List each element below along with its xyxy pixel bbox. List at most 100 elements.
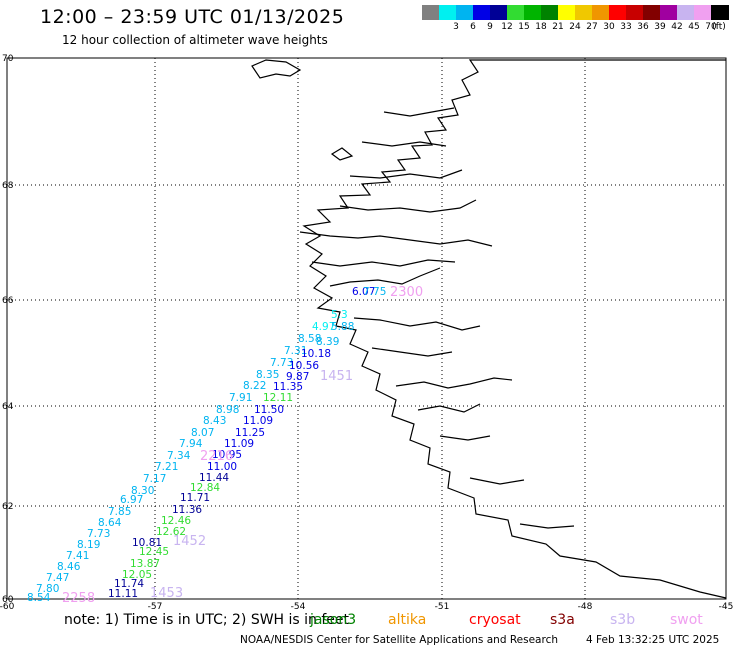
wave-height-label: 11.44 xyxy=(199,472,229,484)
wave-height-label: 8.35 xyxy=(256,369,279,381)
scale-label: 3 xyxy=(453,22,459,32)
wave-height-label: 11.00 xyxy=(207,461,237,473)
longitude-labels: -60 -57 -54 -51 -48 -45 xyxy=(0,602,733,612)
scale-label: 30 xyxy=(603,22,615,32)
wave-height-label: 12.46 xyxy=(161,515,191,527)
longitude-label: -51 xyxy=(435,602,450,612)
scale-label: 18 xyxy=(535,22,547,32)
scale-unit: (ft) xyxy=(712,22,726,32)
scale-swatch xyxy=(643,5,661,20)
wave-height-label: 12.45 xyxy=(139,546,169,558)
wave-height-label: 9.87 xyxy=(286,371,309,383)
wave-height-label: 11.36 xyxy=(172,504,202,516)
credit-line: NOAA/NESDIS Center for Satellite Applica… xyxy=(240,634,558,646)
scale-swatch xyxy=(490,5,508,20)
pass-time-label: 1452 xyxy=(173,534,206,549)
wave-height-label: 8.30 xyxy=(131,485,154,497)
pass-time-labels: 2300 1451 2216 1452 2258 1453 xyxy=(62,285,423,606)
wave-height-label: 10.56 xyxy=(289,360,319,372)
scale-swatch xyxy=(422,5,440,20)
scale-swatch xyxy=(677,5,695,20)
wave-height-label: 7.91 xyxy=(229,392,252,404)
wave-height-label: 7.41 xyxy=(66,550,89,562)
scale-label: 36 xyxy=(637,22,649,32)
wave-height-label: 8.64 xyxy=(98,517,122,529)
footer-note: note: 1) Time is in UTC; 2) SWH is in fe… xyxy=(64,612,703,628)
wave-height-label: 11.50 xyxy=(254,404,284,416)
wave-height-label: 11.25 xyxy=(235,427,265,439)
wave-height-label: 7.47 xyxy=(46,572,69,584)
satellite-legend-item: altika xyxy=(388,612,427,628)
scale-label: 21 xyxy=(552,22,564,32)
wave-height-label: 10.95 xyxy=(212,449,242,461)
map-title: 12:00 – 23:59 UTC 01/13/2025 xyxy=(40,6,345,28)
scale-label: 6 xyxy=(470,22,476,32)
scale-label: 70 xyxy=(705,22,717,32)
latitude-label: 70 xyxy=(2,54,14,64)
wave-height-label: 8.46 xyxy=(57,561,81,573)
satellite-legend-item: cryosat xyxy=(469,612,521,628)
wave-height-label: 7.73 xyxy=(87,528,110,540)
wave-height-label: 8.19 xyxy=(77,539,100,551)
wave-height-label: 7.73 xyxy=(270,357,293,369)
note-text: note: 1) Time is in UTC; 2) SWH is in fe… xyxy=(64,612,350,628)
scale-swatch xyxy=(609,5,627,20)
scale-swatch xyxy=(473,5,491,20)
wave-height-label: 7.21 xyxy=(155,461,178,473)
wave-height-label: 12.05 xyxy=(122,569,152,581)
longitude-label: -54 xyxy=(291,602,306,612)
wave-height-label: 11.09 xyxy=(243,415,273,427)
longitude-label: -48 xyxy=(578,602,593,612)
scale-swatch xyxy=(558,5,576,20)
wave-height-label: 10.18 xyxy=(301,348,331,360)
scale-swatch xyxy=(575,5,593,20)
wave-height-label: 8.43 xyxy=(203,415,226,427)
wave-height-label: 11.11 xyxy=(108,588,138,600)
wave-height-label: 12.84 xyxy=(190,482,220,494)
latitude-label: 68 xyxy=(2,181,14,191)
latitude-labels: 70 68 66 64 62 60 xyxy=(2,54,14,605)
wave-height-label: 5.88 xyxy=(331,321,354,333)
wave-height-label: 10.81 xyxy=(132,537,162,549)
map-subtitle: 12 hour collection of altimeter wave hei… xyxy=(62,33,328,47)
wave-height-label: 13.87 xyxy=(130,558,160,570)
latitude-label: 62 xyxy=(2,502,13,512)
wave-height-label: 5.3 xyxy=(331,309,348,321)
scale-label: 42 xyxy=(671,22,683,32)
scale-label: 45 xyxy=(688,22,700,32)
wave-height-label: 6.07 xyxy=(352,286,375,298)
wave-height-label: 8.54 xyxy=(27,592,51,604)
scale-swatch xyxy=(524,5,542,20)
scale-swatch xyxy=(456,5,474,20)
pass-time-label: 1453 xyxy=(150,586,183,601)
scale-label: 33 xyxy=(620,22,632,32)
pass-time-label: 1451 xyxy=(320,369,353,384)
scale-label: 15 xyxy=(518,22,530,32)
longitude-label: -60 xyxy=(0,602,15,612)
wave-height-label: 11.71 xyxy=(180,492,210,504)
wave-height-label: 7.94 xyxy=(179,438,203,450)
longitude-label: -57 xyxy=(148,602,163,612)
scale-label: 9 xyxy=(487,22,493,32)
generated-timestamp: 4 Feb 13:32:25 UTC 2025 xyxy=(586,634,720,646)
wave-height-label: 12.11 xyxy=(263,392,293,404)
wave-height-label: 8.98 xyxy=(216,404,239,416)
scale-swatch xyxy=(711,5,729,20)
scale-swatch xyxy=(439,5,457,20)
wave-height-label: 8.07 xyxy=(191,427,214,439)
wave-height-label: 7.75 xyxy=(363,286,386,298)
wave-height-label: 8.39 xyxy=(316,336,339,348)
scale-label: 27 xyxy=(586,22,598,32)
greenland-coastline xyxy=(251,59,727,599)
latitude-label: 66 xyxy=(2,296,14,306)
scale-swatch xyxy=(626,5,644,20)
latitude-label: 64 xyxy=(2,402,14,412)
satellite-legend-item: swot xyxy=(670,612,703,628)
longitude-label: -45 xyxy=(719,602,734,612)
pass-time-label: 2216 xyxy=(200,449,233,464)
scale-label: 24 xyxy=(569,22,581,32)
pass-time-label: 2300 xyxy=(390,285,423,300)
scale-swatch xyxy=(694,5,712,20)
